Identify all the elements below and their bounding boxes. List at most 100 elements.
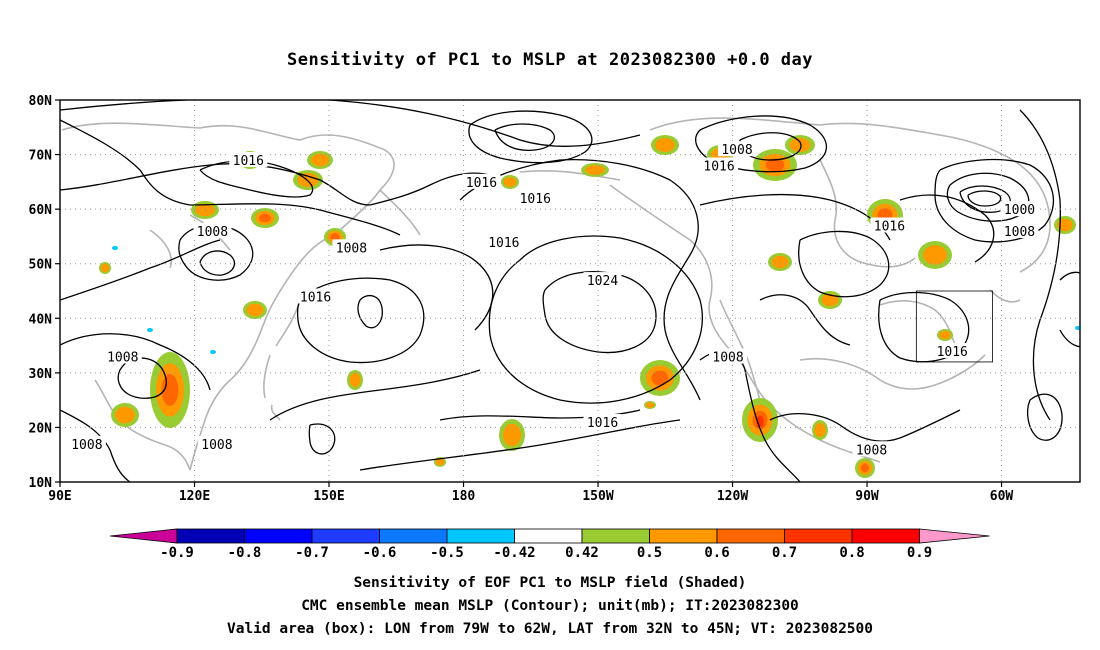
colorbar-label: 0.42 [565,545,599,561]
colorbar-label: -0.8 [228,545,262,561]
sensitivity-patch [789,138,811,152]
contour-label: 1016 [488,236,519,251]
map-frame [59,99,1081,483]
contour-label-bg [103,348,142,364]
colorbar-max-arrow [919,528,990,544]
colorbar-min-arrow [109,528,178,544]
contour-label: 1008 [721,143,752,158]
contour-label: 1008 [856,443,887,458]
sensitivity-patch [923,245,947,265]
caption-line-3: Valid area (box): LON from 79W to 62W, L… [226,621,873,637]
sensitivity-patch [939,330,951,340]
lon-tick-label: 60W [990,489,1014,504]
lon-tick-label: 90E [48,489,71,504]
contour-label-bg [1000,222,1039,238]
sensitivity-patch-negative [112,246,118,250]
lat-tick-label: 10N [29,476,53,491]
sensitivity-patch [259,213,271,223]
contour-label: 1008 [197,225,228,240]
sensitivity-patch [310,153,330,167]
colorbar-segment [851,528,920,544]
colorbar-label: 0.6 [704,545,729,561]
graticule [60,100,1080,482]
contour-label: 1016 [587,416,618,431]
colorbar-segment [244,528,313,544]
sensitivity-patch [100,263,110,273]
colorbar-label: -0.6 [363,545,397,561]
contour-label-bg [583,272,622,288]
contour-label-bg [332,239,371,255]
colorbar-segment [446,528,515,544]
contour-label: 1000 [1004,203,1035,218]
contour-label-bg [1000,201,1039,217]
colorbar-segment [581,528,650,544]
contour-label: 1016 [300,290,331,305]
sensitivity-patch [814,423,826,437]
contour-label: 1016 [703,159,734,174]
contour-label: 1008 [107,350,138,365]
lat-tick-label: 20N [29,421,53,436]
contour-label-bg [718,141,757,157]
colorbar-label: 0.8 [839,545,864,561]
contour-label: 1016 [233,154,264,169]
contour-label-bg [870,217,909,233]
lat-axis: 80N 70N 60N 50N 40N 30N 20N 10N [29,94,60,491]
colorbar-segment [514,528,583,544]
colorbar-label: 0.5 [637,545,662,561]
lat-tick-label: 60N [29,203,53,218]
colorbar-segment [716,528,785,544]
mslp-contours [60,100,1080,482]
colorbar-segment [311,528,380,544]
caption-line-2: CMC ensemble mean MSLP (Contour); unit(m… [301,598,799,614]
sensitivity-patch [821,293,839,307]
contour-label: 1008 [71,438,102,453]
colorbar-label: 0.9 [907,545,932,561]
contour-label-bg [852,441,891,457]
sensitivity-patch [1057,218,1073,232]
contour-label: 1016 [466,176,497,191]
lon-tick-label: 120E [179,489,210,504]
sensitivity-patch [655,138,675,152]
sensitivity-patch [502,423,522,447]
lon-axis: 90E 120E 150E 180 150W 120W 90W 60W [48,482,1013,504]
contour-label-bg [700,157,739,173]
valid-area-box [915,290,993,363]
contour-label-bg [933,343,972,359]
lon-tick-label: 150E [313,489,344,504]
colorbar-segment [379,528,448,544]
sensitivity-patch [349,373,361,387]
colorbar-label: -0.7 [295,545,329,561]
sensitivity-patch [435,458,445,466]
contour-label-bg [462,173,501,189]
lat-tick-label: 30N [29,367,53,382]
lat-tick-label: 80N [29,94,53,109]
sensitivity-patch-negative [210,350,216,354]
sensitivity-patch [195,203,215,217]
lon-tick-label: 150W [582,489,613,504]
contour-label-bg [67,435,106,451]
contour-label-bg [197,435,236,451]
sensitivity-patch [246,303,264,317]
lon-tick-label: 180 [452,489,476,504]
contour-label: 1016 [937,345,968,360]
contour-label: 1024 [587,274,618,289]
lat-tick-label: 70N [29,149,53,164]
contour-label-bg [516,190,555,206]
lat-tick-label: 50N [29,258,53,273]
sensitivity-patch-negative [147,328,153,332]
sensitivity-patch [765,158,785,172]
contour-label-bg [583,413,622,429]
colorbar: -0.9 -0.8 -0.7 -0.6 -0.5 -0.42 0.42 0.5 0.6 0.7 0.… [109,528,990,561]
colorbar-label: -0.9 [160,545,194,561]
contour-label-bg [296,288,335,304]
colorbar-segment [649,528,718,544]
sensitivity-patch [503,177,517,187]
sensitivity-patch-negative [1075,326,1080,330]
sensitivity-patch [115,406,135,424]
colorbar-label: -0.42 [493,545,535,561]
colorbar-segment [176,528,245,544]
contour-label: 1016 [520,192,551,207]
contour-label: 1016 [874,220,905,235]
